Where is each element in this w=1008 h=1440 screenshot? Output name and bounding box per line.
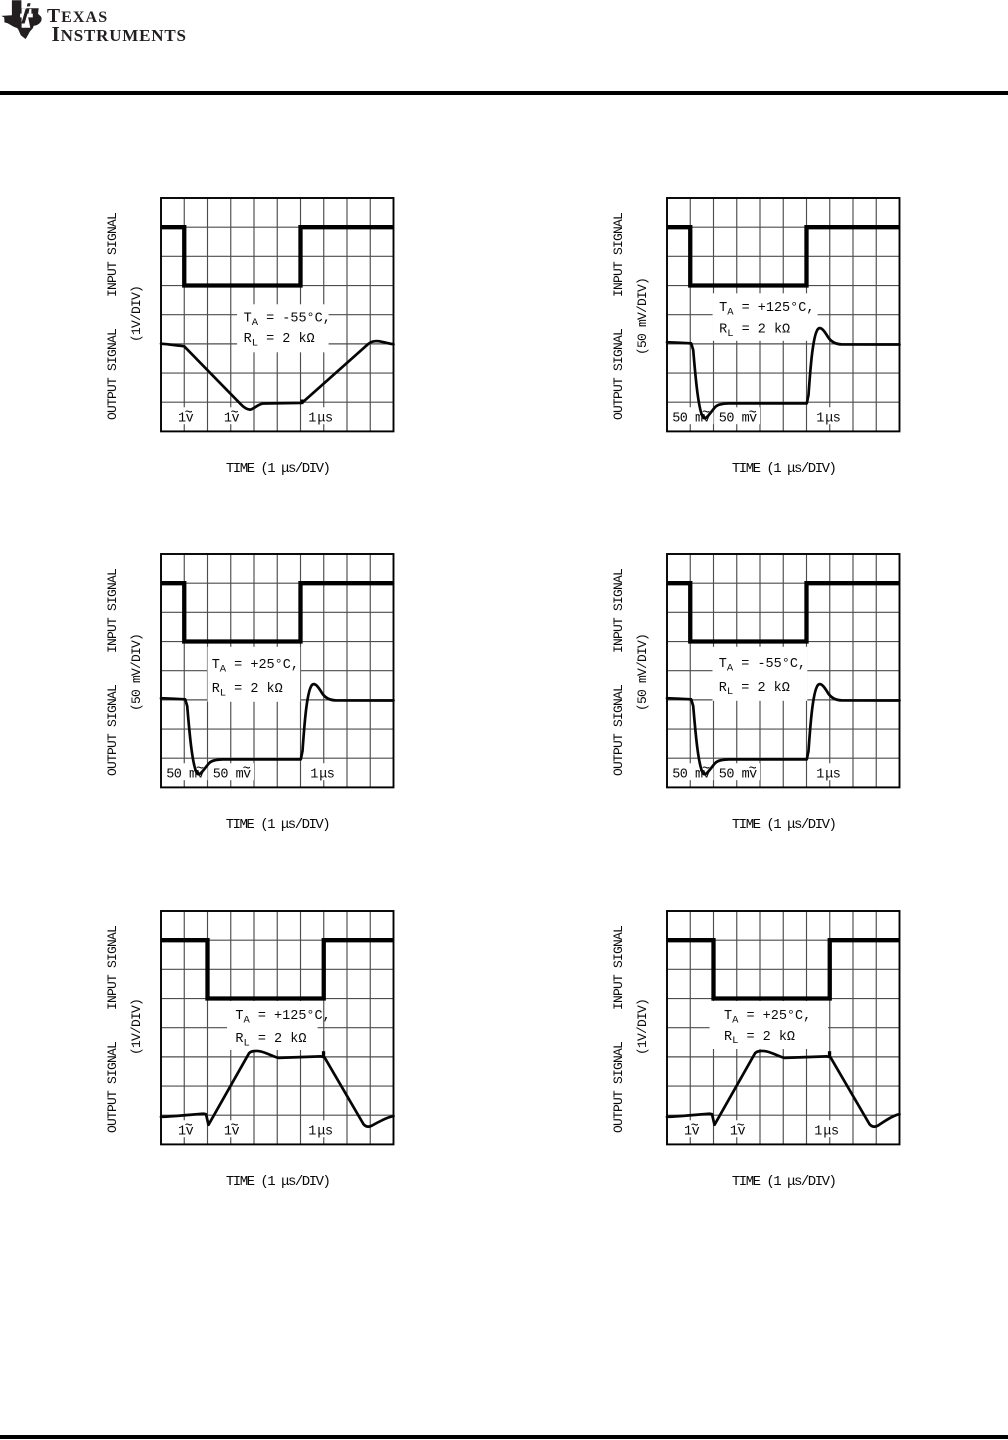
svg-text:~: ~ (231, 407, 239, 422)
svg-text:TEXAS: TEXAS (47, 6, 108, 27)
svg-text:1: 1 (310, 767, 318, 782)
svg-text:~: ~ (231, 1119, 239, 1134)
svg-text:~: ~ (196, 763, 204, 778)
svg-text:1: 1 (817, 767, 825, 782)
svg-text:μs: μs (824, 1124, 839, 1139)
svg-text:1v: 1v (178, 411, 194, 426)
svg-text:1: 1 (817, 411, 825, 426)
svg-text:1: 1 (309, 411, 317, 426)
svg-text:~: ~ (737, 1119, 745, 1134)
svg-text:μs: μs (318, 1124, 333, 1139)
svg-text:~: ~ (691, 1119, 699, 1134)
svg-text:RL = 2 kΩ: RL = 2 kΩ (719, 323, 790, 340)
svg-text:1v: 1v (730, 1124, 746, 1139)
svg-text:1v: 1v (224, 1124, 240, 1139)
svg-text:TA = -55°C,: TA = -55°C, (719, 657, 806, 674)
svg-text:RL = 2 kΩ: RL = 2 kΩ (719, 681, 790, 698)
svg-text:TA = -55°C,: TA = -55°C, (244, 312, 331, 329)
svg-text:~: ~ (749, 763, 757, 778)
svg-text:RL = 2 kΩ: RL = 2 kΩ (212, 682, 283, 699)
svg-text:RL = 2 kΩ: RL = 2 kΩ (236, 1032, 307, 1049)
svg-text:1v: 1v (684, 1124, 700, 1139)
svg-text:1: 1 (815, 1124, 823, 1139)
svg-text:TA = +125°C,: TA = +125°C, (236, 1009, 331, 1026)
svg-text:~: ~ (749, 407, 757, 422)
svg-text:1v: 1v (224, 411, 240, 426)
svg-text:RL = 2 kΩ: RL = 2 kΩ (244, 332, 315, 349)
svg-text:INSTRUMENTS: INSTRUMENTS (52, 22, 187, 46)
svg-text:μs: μs (826, 767, 841, 782)
svg-text:TA = +25°C,: TA = +25°C, (724, 1009, 811, 1026)
svg-text:~: ~ (185, 1119, 193, 1134)
svg-text:1v: 1v (178, 1124, 194, 1139)
svg-text:50 mv: 50 mv (213, 767, 251, 782)
svg-text:~: ~ (243, 763, 251, 778)
svg-text:~: ~ (702, 407, 710, 422)
svg-text:~: ~ (185, 407, 193, 422)
svg-text:50 mv: 50 mv (719, 767, 757, 782)
svg-text:RL = 2 kΩ: RL = 2 kΩ (724, 1030, 795, 1047)
svg-text:μs: μs (826, 411, 841, 426)
svg-text:50 mv: 50 mv (719, 411, 757, 426)
svg-text:μs: μs (319, 767, 334, 782)
svg-text:TA = +125°C,: TA = +125°C, (719, 301, 814, 318)
svg-text:μs: μs (318, 411, 333, 426)
svg-text:TA = +25°C,: TA = +25°C, (212, 658, 299, 675)
svg-text:1: 1 (309, 1124, 317, 1139)
svg-text:~: ~ (702, 763, 710, 778)
